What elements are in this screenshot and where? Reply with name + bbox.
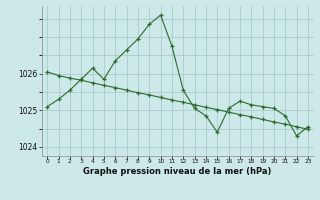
X-axis label: Graphe pression niveau de la mer (hPa): Graphe pression niveau de la mer (hPa) (84, 167, 272, 176)
